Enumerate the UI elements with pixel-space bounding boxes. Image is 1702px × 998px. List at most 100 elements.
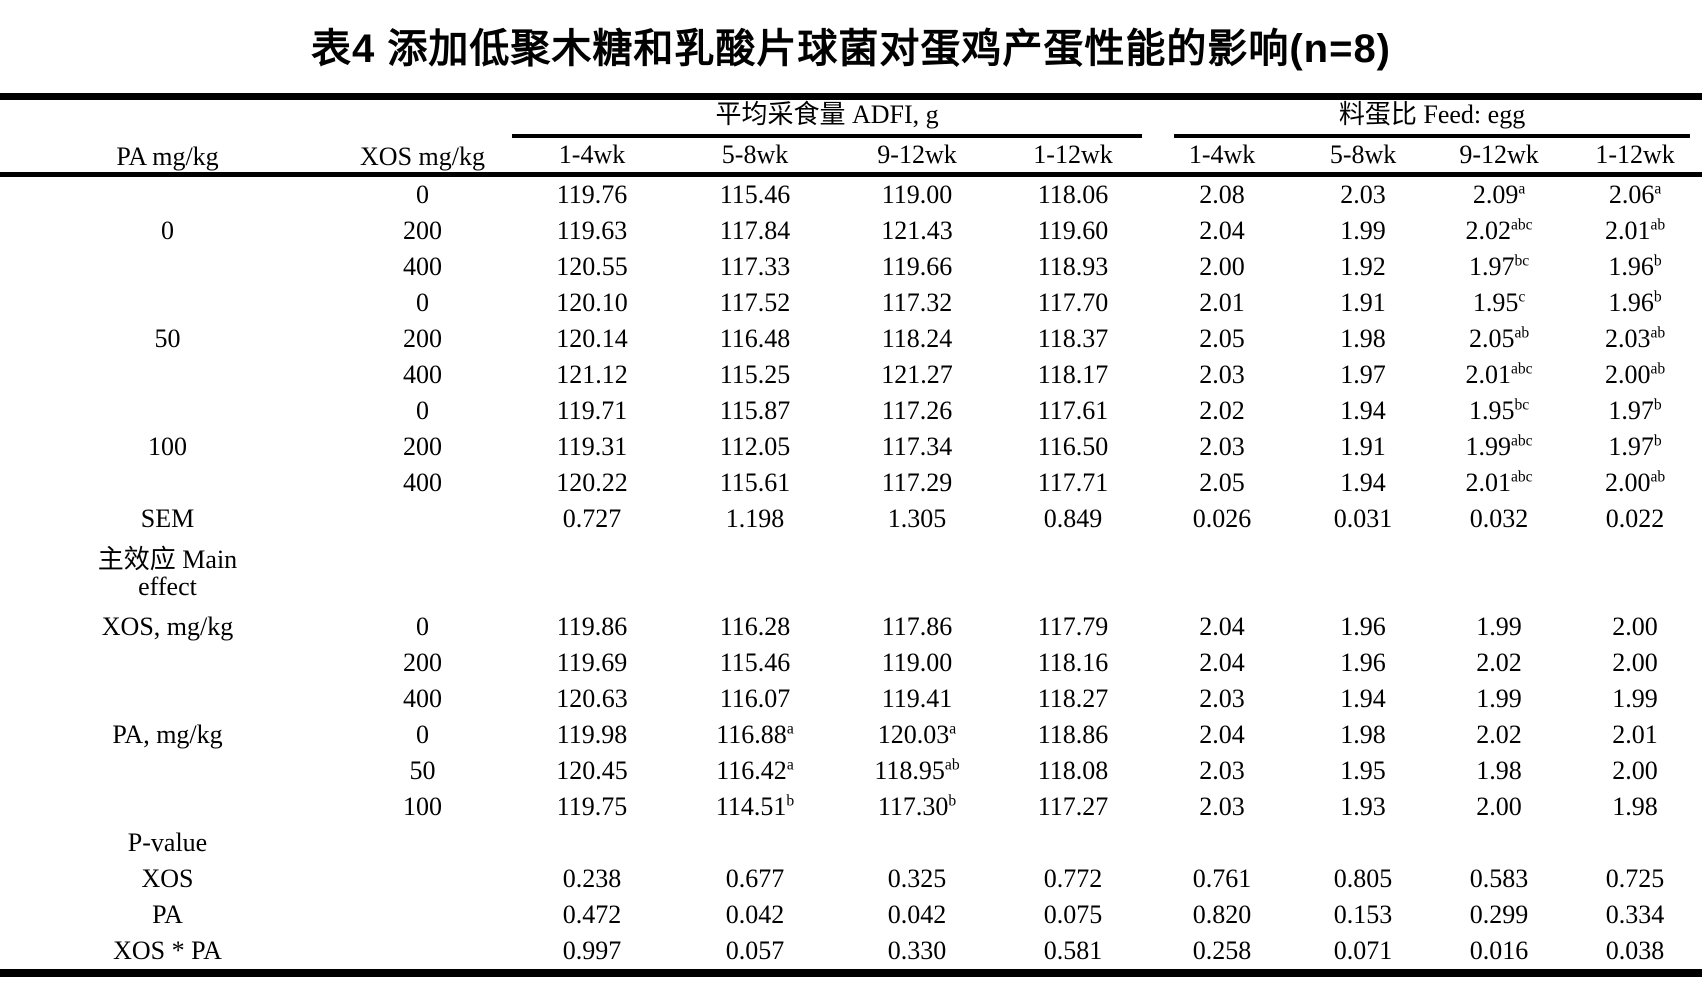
data-cell — [836, 825, 998, 861]
data-cell: 118.27 — [1037, 684, 1109, 714]
data-cell — [1568, 537, 1702, 609]
data-cell: 1.99 — [1476, 612, 1522, 642]
data-cell: 119.63 — [556, 216, 628, 246]
data-cell: 115.25 — [719, 360, 791, 390]
xos-level-cell: 400 — [403, 684, 442, 714]
data-cell — [510, 537, 674, 609]
data-cell: 1.97bc — [1468, 252, 1530, 282]
data-cell: 118.16 — [1037, 648, 1109, 678]
data-cell: 2.08 — [1199, 180, 1245, 210]
data-cell: 1.97 — [1340, 360, 1386, 390]
data-cell — [1430, 537, 1568, 609]
row-label-cell — [0, 357, 335, 393]
table-row: PA, mg/kg 0 119.98 116.88a 120.03a 118.86 2.04… — [0, 717, 1702, 753]
data-cell: 1.94 — [1340, 396, 1386, 426]
data-cell: 0.031 — [1333, 504, 1393, 534]
row-label-cell: 100 — [148, 432, 187, 462]
data-cell: 117.27 — [1037, 792, 1109, 822]
data-cell: 117.52 — [719, 288, 791, 318]
data-cell: 0.071 — [1333, 936, 1393, 966]
data-cell: 118.06 — [1037, 180, 1109, 210]
table-header: PA mg/kg XOS mg/kg 平均采食量 ADFI, g 料蛋比 Fee… — [0, 96, 1702, 177]
data-cell: 119.98 — [556, 720, 628, 750]
data-cell: 112.05 — [719, 432, 791, 462]
data-cell: 1.91 — [1340, 288, 1386, 318]
data-cell: 2.06a — [1608, 180, 1662, 210]
row-label-cell: 50 — [154, 324, 181, 354]
data-cell: 2.00ab — [1604, 360, 1666, 390]
data-cell: 116.88a — [716, 720, 794, 750]
xos-level-cell — [335, 861, 510, 897]
header-group-feed-egg: 料蛋比 Feed: egg — [1148, 97, 1702, 138]
xos-level-cell: 100 — [403, 792, 442, 822]
data-cell: 0.330 — [887, 936, 947, 966]
row-label-cell: XOS * PA — [113, 936, 222, 966]
data-cell: 2.00 — [1612, 756, 1658, 786]
data-cell: 1.96 — [1340, 648, 1386, 678]
table-row: 400 120.63 116.07 119.41 118.27 2.03 1.94 1.99 1… — [0, 681, 1702, 717]
data-cell — [1148, 825, 1296, 861]
table-row: 400 120.55 117.33 119.66 118.93 2.00 1.92 1.97b… — [0, 249, 1702, 285]
data-cell: 119.60 — [1037, 216, 1109, 246]
data-cell: 117.84 — [719, 216, 791, 246]
xos-level-cell: 50 — [409, 756, 436, 786]
xos-level-cell: 200 — [403, 648, 442, 678]
header-feed-wk1: 1-4wk — [1148, 138, 1297, 177]
row-label-cell — [0, 249, 335, 285]
row-label-cell — [0, 789, 335, 825]
table-row: 0 119.71 115.87 117.26 117.61 2.02 1.94 1.95bc 1… — [0, 393, 1702, 429]
table-row: 主效应 Main effect — [0, 537, 1702, 609]
row-label-cell: 主效应 Main effect — [97, 544, 238, 601]
data-cell: 120.45 — [556, 756, 628, 786]
xos-level-cell — [335, 501, 510, 537]
data-cell — [1148, 537, 1296, 609]
row-label-cell — [0, 645, 335, 681]
data-cell: 117.70 — [1037, 288, 1109, 318]
data-cell: 1.97b — [1608, 432, 1662, 462]
data-cell: 119.76 — [556, 180, 628, 210]
data-cell: 2.00 — [1612, 648, 1658, 678]
row-label-cell: PA — [152, 900, 183, 930]
data-cell: 2.03ab — [1604, 324, 1666, 354]
data-cell: 2.01 — [1199, 288, 1245, 318]
data-cell: 1.98 — [1476, 756, 1522, 786]
data-cell: 119.69 — [556, 648, 628, 678]
data-cell: 117.71 — [1037, 468, 1109, 498]
data-cell: 1.99 — [1612, 684, 1658, 714]
xos-level-cell: 0 — [416, 612, 429, 642]
table-row: 0 200 119.63 117.84 121.43 119.60 2.04 1.99 2.02… — [0, 213, 1702, 249]
data-cell: 2.00 — [1199, 252, 1245, 282]
data-cell: 115.46 — [719, 648, 791, 678]
data-cell: 120.03a — [877, 720, 957, 750]
header-feed-wk3: 9-12wk — [1430, 138, 1569, 177]
xos-level-cell — [335, 537, 510, 609]
data-cell: 2.05 — [1199, 324, 1245, 354]
header-feed-wk4: 1-12wk — [1568, 138, 1702, 177]
data-cell: 2.01abc — [1465, 468, 1533, 498]
data-cell: 0.725 — [1605, 864, 1665, 894]
data-cell: 2.02 — [1199, 396, 1245, 426]
data-cell: 2.09a — [1472, 180, 1526, 210]
table-body: 0 119.76 115.46 119.00 118.06 2.08 2.03 2.09a 2.… — [0, 175, 1702, 974]
data-cell: 119.66 — [881, 252, 953, 282]
data-cell: 0.016 — [1469, 936, 1529, 966]
data-cell: 117.86 — [881, 612, 953, 642]
xos-level-cell: 0 — [416, 288, 429, 318]
xos-level-cell: 400 — [403, 252, 442, 282]
data-cell: 119.71 — [556, 396, 628, 426]
data-cell: 119.00 — [881, 180, 953, 210]
header-pa: PA mg/kg — [0, 96, 335, 177]
data-cell: 0.057 — [725, 936, 785, 966]
data-cell: 2.03 — [1199, 360, 1245, 390]
data-cell: 1.99 — [1476, 684, 1522, 714]
data-cell: 1.96 — [1340, 612, 1386, 642]
header-adfi-wk4: 1-12wk — [998, 138, 1149, 177]
table-row: XOS, mg/kg 0 119.86 116.28 117.86 117.79 2.04 1… — [0, 609, 1702, 645]
xos-level-cell: 400 — [403, 468, 442, 498]
row-label-cell — [0, 175, 335, 214]
results-table: PA mg/kg XOS mg/kg 平均采食量 ADFI, g 料蛋比 Fee… — [0, 93, 1702, 977]
data-cell: 118.86 — [1037, 720, 1109, 750]
data-cell: 0.583 — [1469, 864, 1529, 894]
data-cell: 0.727 — [562, 504, 622, 534]
row-label-cell — [0, 285, 335, 321]
